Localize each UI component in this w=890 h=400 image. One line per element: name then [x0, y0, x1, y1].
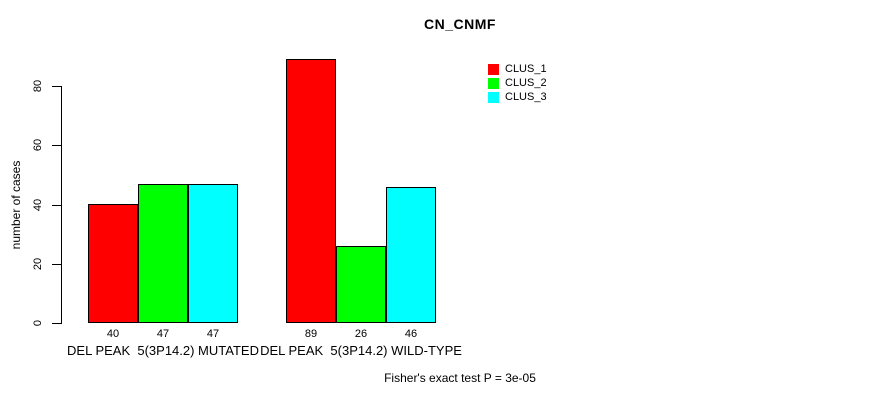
legend-item-clus_3: CLUS_3 — [488, 92, 547, 103]
y-tick-label: 80 — [32, 79, 44, 93]
bar-value-label: 89 — [304, 328, 318, 340]
fisher-test-note: Fisher's exact test P = 3e-05 — [384, 371, 536, 385]
y-axis-line — [61, 86, 62, 324]
legend-swatch-icon — [488, 64, 499, 75]
bar-clus_2-group1 — [138, 184, 188, 323]
y-tick-mark — [52, 145, 61, 146]
y-tick-label: 40 — [32, 198, 44, 212]
bar-clus_1-group2 — [286, 59, 336, 323]
group-label: DEL PEAK 5(3P14.2) MUTATED — [67, 343, 259, 358]
y-tick-mark — [52, 205, 61, 206]
legend-item-clus_1: CLUS_1 — [488, 64, 547, 75]
chart-title: CN_CNMF — [424, 16, 496, 32]
legend-swatch-icon — [488, 92, 499, 103]
legend-swatch-icon — [488, 78, 499, 89]
legend-label: CLUS_1 — [505, 63, 547, 75]
y-tick-label: 60 — [32, 138, 44, 152]
legend: CLUS_1 CLUS_2 CLUS_3 — [488, 64, 547, 103]
bar-clus_1-group1 — [88, 204, 138, 323]
y-tick-label: 0 — [32, 319, 44, 327]
y-tick-mark — [52, 264, 61, 265]
bar-value-label: 46 — [404, 328, 418, 340]
y-axis-title: number of cases — [9, 160, 23, 250]
bar-value-label: 47 — [156, 328, 170, 340]
legend-label: CLUS_2 — [505, 77, 547, 89]
legend-label: CLUS_3 — [505, 91, 547, 103]
bar-clus_3-group2 — [386, 187, 436, 323]
group-label: DEL PEAK 5(3P14.2) WILD-TYPE — [260, 343, 462, 358]
bar-value-label: 40 — [106, 328, 120, 340]
y-tick-mark — [52, 86, 61, 87]
bar-clus_2-group2 — [336, 246, 386, 323]
bar-value-label: 47 — [206, 328, 220, 340]
bar-clus_3-group1 — [188, 184, 238, 323]
y-tick-mark — [52, 323, 61, 324]
bar-value-label: 26 — [354, 328, 368, 340]
y-tick-label: 20 — [32, 257, 44, 271]
legend-item-clus_2: CLUS_2 — [488, 78, 547, 89]
